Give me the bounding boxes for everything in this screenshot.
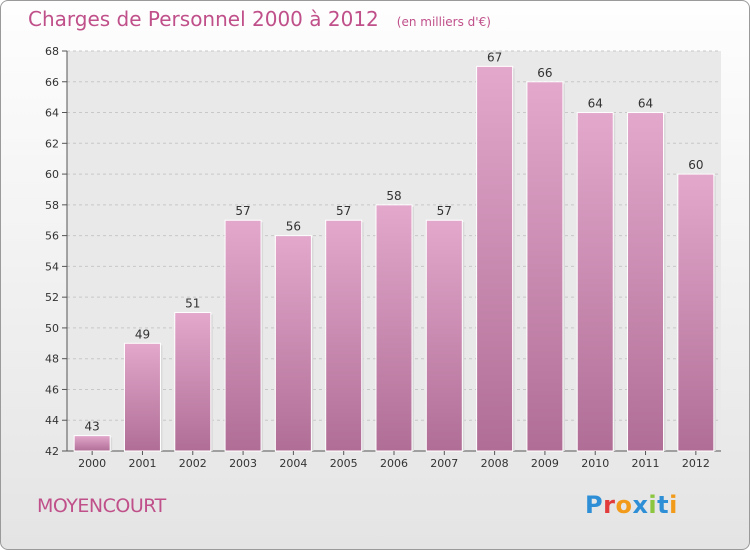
y-tick-label: 50 <box>45 322 59 335</box>
data-label: 51 <box>185 297 200 311</box>
bar <box>274 235 312 452</box>
logo-letter: i <box>669 491 678 519</box>
data-label: 64 <box>638 97 653 111</box>
y-tick-label: 66 <box>45 76 59 89</box>
logo-letter: t <box>657 491 670 519</box>
y-tick-label: 58 <box>45 199 59 212</box>
x-tick-label: 2008 <box>481 457 509 470</box>
bar <box>677 173 715 452</box>
bar <box>425 219 463 452</box>
title-row: Charges de Personnel 2000 à 2012 (en mil… <box>28 7 491 31</box>
data-label: 58 <box>386 189 401 203</box>
bar <box>224 219 262 452</box>
chart-title: Charges de Personnel 2000 à 2012 <box>28 7 379 31</box>
data-label: 66 <box>537 66 552 80</box>
bar <box>174 312 212 452</box>
y-tick-label: 52 <box>45 291 59 304</box>
y-tick-label: 68 <box>45 45 59 58</box>
y-tick-label: 64 <box>45 107 59 120</box>
x-tick-label: 2009 <box>531 457 559 470</box>
bar <box>627 112 665 452</box>
x-tick-label: 2006 <box>380 457 408 470</box>
x-tick-label: 2010 <box>581 457 609 470</box>
x-tick-label: 2004 <box>279 457 307 470</box>
logo-letter: x <box>632 491 649 519</box>
x-tick-label: 2005 <box>330 457 358 470</box>
bar <box>375 204 413 452</box>
x-tick-label: 2000 <box>78 457 106 470</box>
data-label: 57 <box>336 204 351 218</box>
x-tick-label: 2003 <box>229 457 257 470</box>
data-label: 60 <box>688 158 703 172</box>
bar <box>576 112 614 452</box>
proxiti-logo: Proxiti <box>585 491 678 519</box>
bar <box>73 435 111 452</box>
bar <box>325 219 363 452</box>
logo-letter: r <box>603 491 616 519</box>
bar <box>476 65 514 452</box>
data-label: 49 <box>135 327 150 341</box>
bar <box>123 342 161 452</box>
x-tick-label: 2001 <box>128 457 156 470</box>
y-tick-label: 42 <box>45 445 59 458</box>
y-tick-label: 44 <box>45 414 59 427</box>
data-label: 67 <box>487 50 502 64</box>
logo-letter: i <box>648 491 658 519</box>
y-tick-label: 48 <box>45 353 59 366</box>
x-tick-label: 2011 <box>632 457 660 470</box>
logo-letter: o <box>615 491 633 519</box>
data-label: 43 <box>85 420 100 434</box>
y-tick-label: 60 <box>45 168 59 181</box>
y-tick-label: 56 <box>45 230 59 243</box>
data-label: 64 <box>588 97 603 111</box>
x-tick-label: 2007 <box>430 457 458 470</box>
data-label: 57 <box>437 204 452 218</box>
y-tick-label: 62 <box>45 137 59 150</box>
x-tick-label: 2012 <box>682 457 710 470</box>
logo-letter: P <box>585 491 604 519</box>
data-label: 57 <box>235 204 250 218</box>
x-tick-label: 2002 <box>179 457 207 470</box>
commune-name: MOYENCOURT <box>37 495 166 517</box>
chart-subtitle: (en milliers d'€) <box>396 15 491 29</box>
data-label: 56 <box>286 220 301 234</box>
y-tick-label: 46 <box>45 383 59 396</box>
bar <box>526 81 564 452</box>
y-tick-label: 54 <box>45 260 59 273</box>
